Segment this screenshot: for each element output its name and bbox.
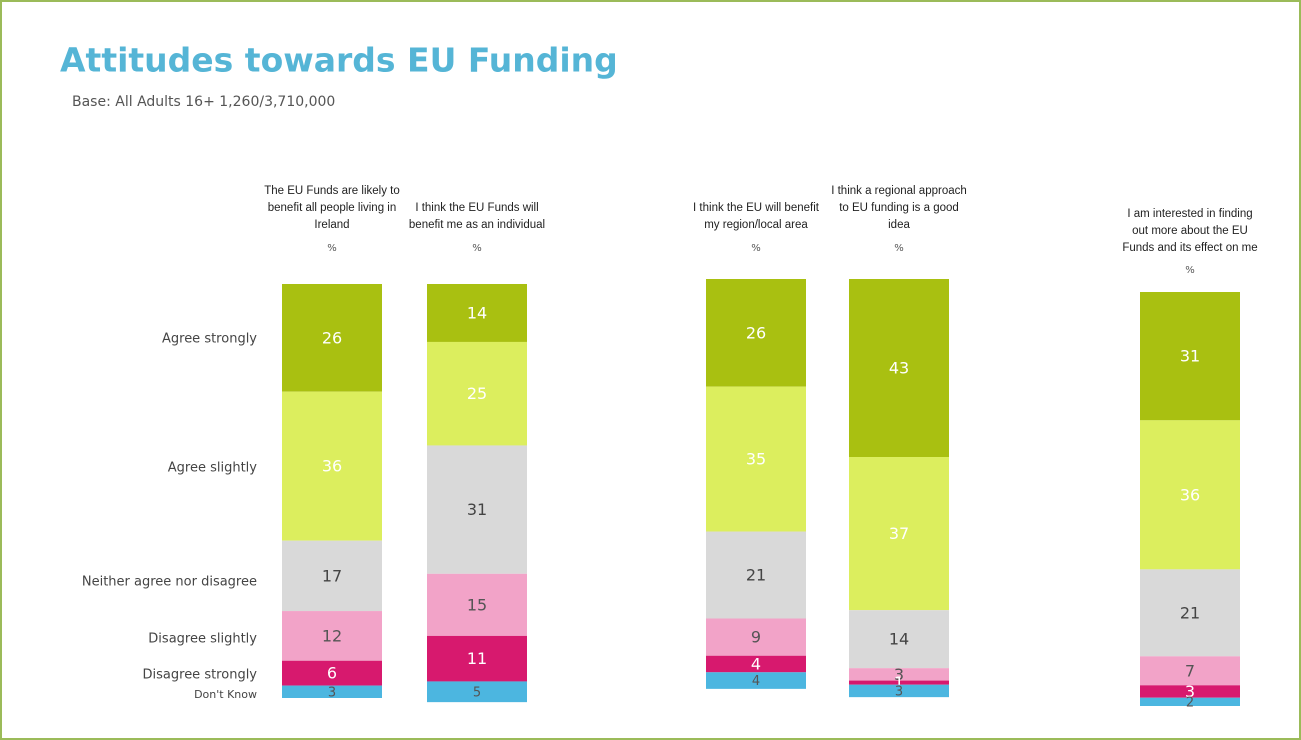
value-label: 4 <box>751 655 761 674</box>
value-label: 21 <box>1180 603 1200 622</box>
value-label: 5 <box>473 685 481 700</box>
bar-segment <box>1140 656 1240 686</box>
bar-segment <box>706 672 806 689</box>
legend-label: Agree strongly <box>162 332 257 347</box>
unit-label: % <box>472 243 482 254</box>
bar-segment <box>849 684 949 698</box>
value-label: 1 <box>894 673 904 692</box>
chart-subtitle: Base: All Adults 16+ 1,260/3,710,000 <box>72 94 335 110</box>
bar-segment <box>849 279 949 458</box>
value-label: 7 <box>1185 661 1195 680</box>
value-label: 26 <box>322 328 342 347</box>
column-header: I am interested in finding out more abou… <box>1122 208 1258 254</box>
value-label: 36 <box>1180 485 1200 504</box>
bar-segment <box>282 540 382 612</box>
column-header: The EU Funds are likely to benefit all p… <box>264 185 400 231</box>
value-label: 2 <box>1186 695 1194 710</box>
column-header: I think the EU Funds will benefit me as … <box>408 202 546 231</box>
value-label: 9 <box>751 628 761 647</box>
bar-segment <box>1140 685 1240 698</box>
bar-segment <box>282 685 382 698</box>
bar-segment <box>427 681 527 703</box>
bar-segment <box>706 618 806 656</box>
legend-label: Don't Know <box>194 688 257 701</box>
value-label: 11 <box>467 649 487 668</box>
column-header: I think the EU will benefit my region/lo… <box>693 202 819 231</box>
legend-label: Agree slightly <box>168 461 258 476</box>
value-label: 35 <box>746 450 766 469</box>
bar-segment <box>282 391 382 541</box>
bar-segment <box>706 655 806 673</box>
value-label: 3 <box>328 685 336 700</box>
value-label: 3 <box>1185 682 1195 701</box>
bar-segment <box>282 660 382 686</box>
bar-segment <box>849 610 949 669</box>
value-label: 31 <box>467 500 487 519</box>
value-label: 25 <box>467 384 487 403</box>
value-label: 37 <box>889 524 909 543</box>
value-label: 3 <box>894 665 904 684</box>
column-header: I think a regional approach to EU fundin… <box>831 185 967 231</box>
value-label: 12 <box>322 626 342 645</box>
value-label: 14 <box>467 303 487 322</box>
value-label: 17 <box>322 566 342 585</box>
unit-label: % <box>894 243 904 254</box>
bar-segment <box>1140 697 1240 706</box>
bar-segment <box>427 635 527 682</box>
bar-segment <box>849 680 949 685</box>
value-label: 3 <box>895 684 903 699</box>
bar-segment <box>282 284 382 392</box>
value-label: 14 <box>889 630 909 649</box>
bar-segment <box>1140 569 1240 657</box>
bar-segment <box>706 279 806 387</box>
unit-label: % <box>1185 265 1195 276</box>
value-label: 43 <box>889 359 909 378</box>
bar-segment <box>849 668 949 681</box>
value-label: 36 <box>322 457 342 476</box>
bar-segment <box>427 341 527 446</box>
bar-segment <box>282 611 382 661</box>
bar-segment <box>706 386 806 532</box>
value-label: 26 <box>746 323 766 342</box>
value-label: 6 <box>327 664 337 683</box>
bar-segment <box>427 445 527 574</box>
bar-segment <box>427 573 527 636</box>
bar-segment <box>849 457 949 611</box>
bar-segment <box>1140 420 1240 570</box>
legend-label: Disagree strongly <box>143 668 258 683</box>
bar-segment <box>427 284 527 342</box>
value-label: 21 <box>746 566 766 585</box>
value-label: 4 <box>752 674 760 689</box>
unit-label: % <box>751 243 761 254</box>
value-label: 31 <box>1180 347 1200 366</box>
bar-segment <box>706 531 806 619</box>
legend-label: Disagree slightly <box>148 632 257 647</box>
chart-title: Attitudes towards EU Funding <box>60 41 618 80</box>
value-label: 15 <box>467 595 487 614</box>
unit-label: % <box>327 243 337 254</box>
bar-segment <box>1140 292 1240 421</box>
legend-label: Neither agree nor disagree <box>82 575 257 590</box>
